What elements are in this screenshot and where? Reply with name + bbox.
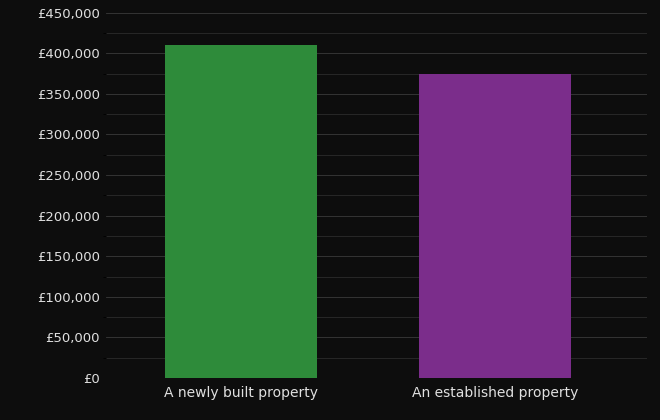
Bar [420,74,571,378]
Bar [165,45,317,378]
